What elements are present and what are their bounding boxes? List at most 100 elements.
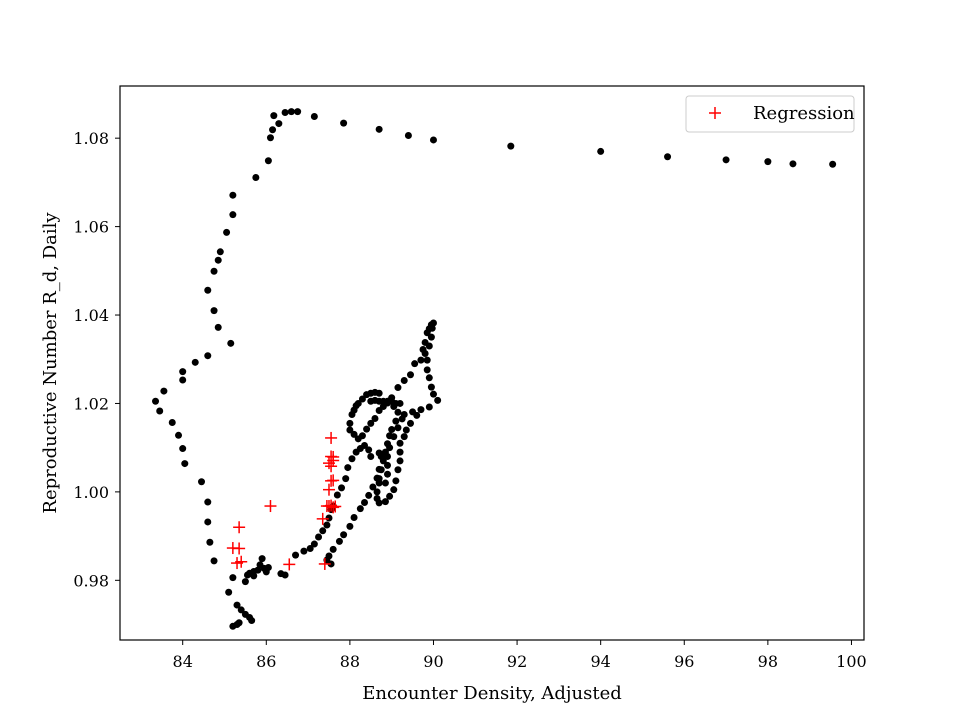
data-point [350,514,358,522]
data-point [423,366,431,374]
x-tick-label: 84 [173,652,193,671]
data-point [168,418,176,426]
data-point [363,425,371,433]
data-point [390,486,398,494]
data-point [413,411,421,419]
data-point [252,174,260,182]
data-point [406,371,414,379]
data-point [333,491,341,499]
data-point [381,498,389,506]
y-tick-label: 1.00 [73,483,109,502]
data-point [396,448,404,456]
data-point [390,433,398,441]
y-tick-label: 1.04 [73,306,109,325]
data-point [429,136,437,144]
data-point [417,406,425,414]
y-tick-label: 1.08 [73,129,109,148]
data-point [346,522,354,530]
data-point [396,399,404,407]
data-point [394,466,402,474]
data-point [411,360,419,368]
y-axis-label: Reproductive Number R_d, Daily [40,212,61,514]
data-point [210,307,218,315]
data-point [664,153,672,161]
x-tick-label: 100 [836,652,867,671]
data-point [340,119,348,127]
data-point [198,478,206,486]
data-point [248,617,256,625]
x-tick-label: 94 [590,652,610,671]
data-point [229,211,237,219]
legend: Regression [685,95,855,133]
data-point [225,588,233,596]
regression-point [325,431,338,444]
regression-point [233,542,246,555]
data-point [377,453,385,461]
data-point [323,521,331,529]
regression-point [316,512,329,525]
data-point [363,391,371,399]
data-point [216,248,224,256]
data-point [373,488,381,496]
regression-point [327,474,340,487]
legend-box [685,95,855,133]
data-point [179,376,187,384]
data-point [310,540,318,548]
data-point [204,352,212,360]
data-point [394,424,402,432]
data-point [425,374,433,382]
data-point [346,426,354,434]
x-tick-label: 92 [507,652,527,671]
data-point [338,484,346,492]
data-point [281,109,289,117]
data-point [254,566,262,574]
data-point [342,475,350,483]
data-point [329,545,337,553]
data-point [381,479,389,487]
data-point [204,498,212,506]
data-point [429,390,437,398]
regression-point [329,500,342,513]
data-point [375,499,383,507]
data-point [722,156,730,164]
data-point [160,387,168,395]
data-point [191,358,199,366]
data-point [258,555,266,563]
data-point [287,108,295,116]
regression-point [233,521,246,534]
data-point [310,113,318,121]
data-point [175,431,183,439]
data-point [346,419,354,427]
data-point [214,323,222,331]
data-point [210,557,218,565]
regression-point [327,450,340,463]
data-point [306,544,314,552]
data-point [281,571,289,579]
data-point [210,267,218,275]
data-point [367,419,375,427]
data-point [419,346,427,354]
legend-marker-regression [709,107,721,119]
data-point [427,383,435,391]
data-point [402,426,410,434]
trajectory-series [152,108,837,630]
data-point [390,403,398,411]
y-axis: 0.98 1.00 1.02 1.04 1.06 1.08 [73,129,120,590]
plot-area [152,108,837,630]
data-point [404,132,412,140]
data-point [233,601,241,609]
data-point [423,329,431,337]
data-point [406,419,414,427]
data-point [388,426,396,434]
data-point [315,533,323,541]
data-point [327,560,335,568]
data-point [365,491,373,499]
data-point [400,376,408,384]
data-point [386,444,394,452]
data-point [434,396,442,404]
regression-point [327,501,340,514]
data-point [152,397,160,405]
data-point [206,538,214,546]
data-point [377,466,385,474]
data-point [369,483,377,491]
